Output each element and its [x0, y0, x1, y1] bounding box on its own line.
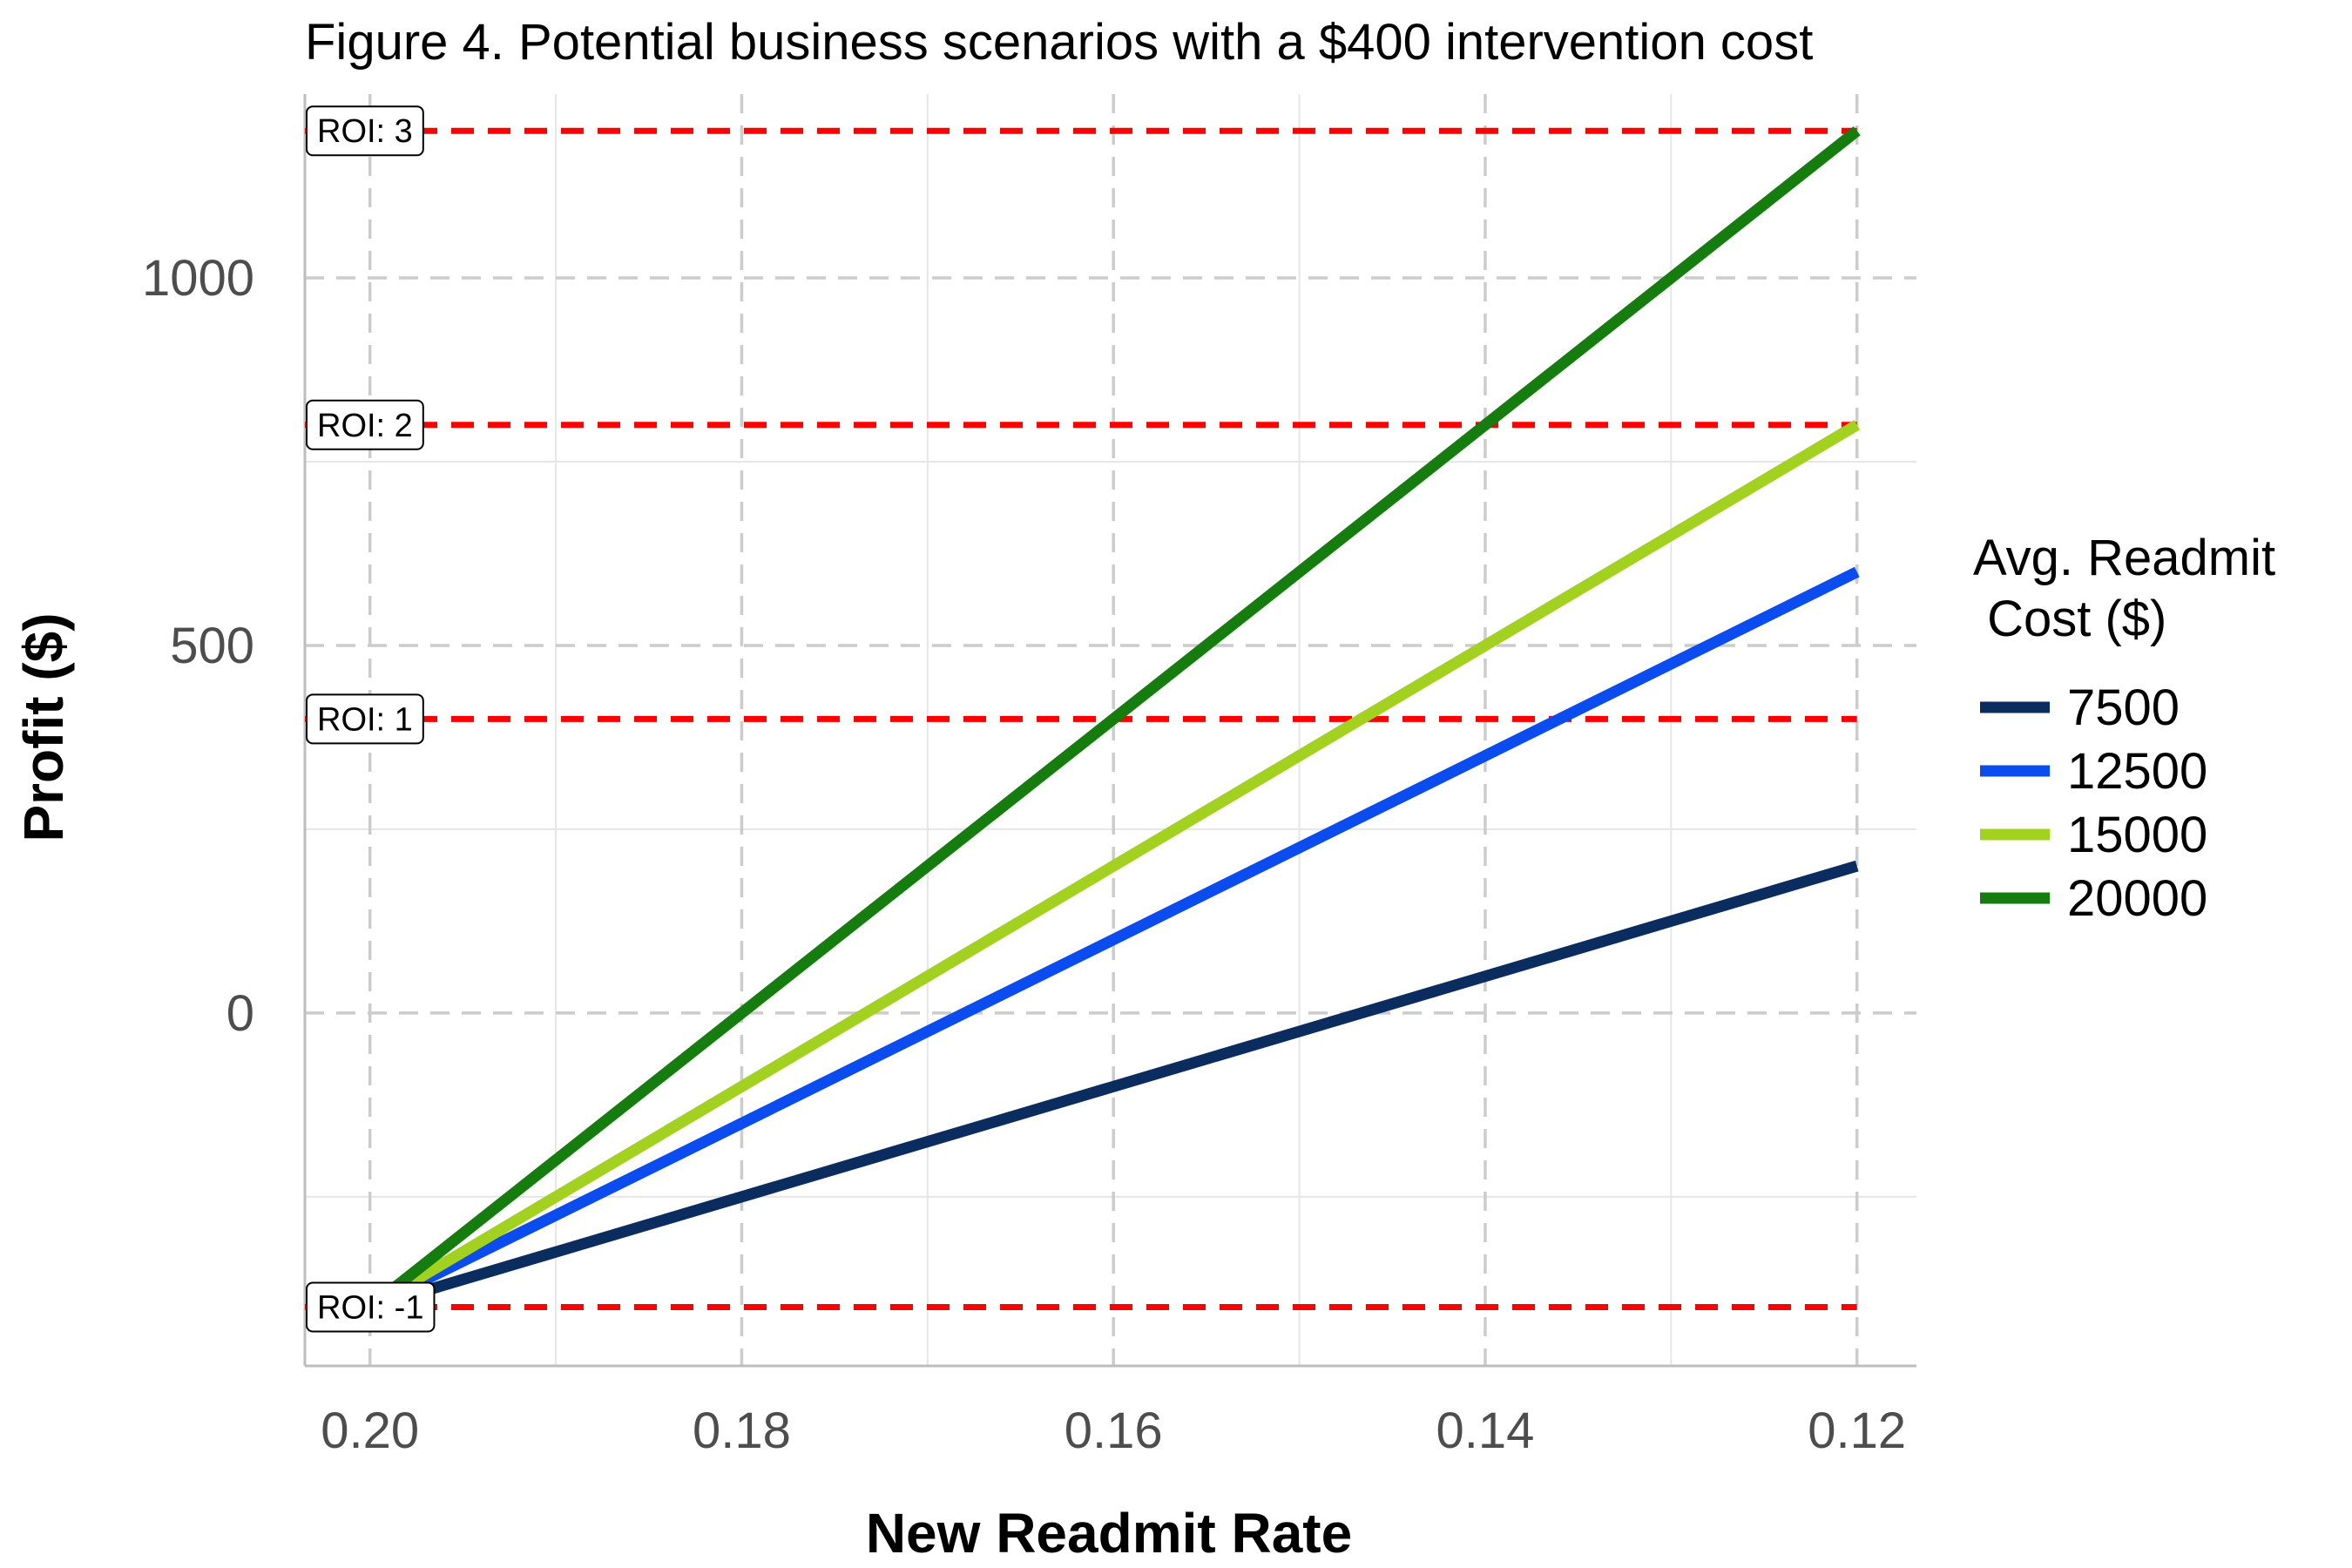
legend-label-15000: 15000: [2067, 807, 2207, 863]
series-line-12500: [367, 566, 1860, 1313]
y-axis-title: Profit ($): [12, 612, 75, 841]
x-tick-label: 0.20: [321, 1402, 419, 1459]
axis-layer: [303, 94, 1916, 1368]
x-tick-label: 0.16: [1064, 1402, 1163, 1459]
series-line-15000: [367, 420, 1861, 1313]
roi-label-text: ROI: 3: [317, 113, 413, 150]
legend-title: Cost ($): [1973, 591, 2166, 647]
roi-label: ROI: 1: [306, 693, 424, 745]
legend-label-7500: 7500: [2067, 679, 2180, 736]
roi-label-box: [306, 105, 424, 157]
roi-label-box: [306, 693, 424, 745]
reference-line-layer: [305, 127, 1857, 1310]
roi-label-box: [306, 399, 424, 450]
series-layer: [366, 126, 1861, 1313]
x-tick-label: 0.12: [1808, 1402, 1906, 1459]
series-line-7500: [368, 860, 1859, 1313]
roi-label: ROI: 2: [306, 399, 424, 450]
legend-title: Avg. Readmit: [1973, 530, 2275, 586]
grid-layer: [305, 94, 1916, 1366]
series-line-20000: [366, 126, 1861, 1312]
tick-label-layer: 0.20 0.18 0.16 0.14 0.12 0 500 1000: [142, 250, 1906, 1459]
legend-label-12500: 12500: [2067, 743, 2207, 800]
y-tick-label: 500: [170, 618, 254, 674]
roi-label-text: ROI: 1: [317, 701, 413, 738]
roi-label-text: ROI: 2: [317, 408, 413, 444]
roi-label-box: [306, 1281, 436, 1333]
chart-title: Figure 4. Potential business scenarios w…: [305, 14, 1813, 71]
x-tick-label: 0.18: [693, 1402, 791, 1459]
roi-label-text: ROI: -1: [317, 1289, 423, 1326]
y-tick-label: 1000: [142, 250, 254, 307]
reference-label-layer: ROI: 3 ROI: 2 ROI: 1 ROI: -1: [306, 105, 436, 1333]
x-axis-title: New Readmit Rate: [866, 1502, 1352, 1565]
y-tick-label: 0: [226, 985, 254, 1042]
roi-label: ROI: 3: [306, 105, 424, 157]
legend-label-20000: 20000: [2067, 870, 2207, 927]
x-tick-label: 0.14: [1436, 1402, 1535, 1459]
roi-label: ROI: -1: [306, 1281, 436, 1333]
legend: Avg. Readmit Cost ($) 7500 12500 15000 20000: [1973, 530, 2275, 927]
